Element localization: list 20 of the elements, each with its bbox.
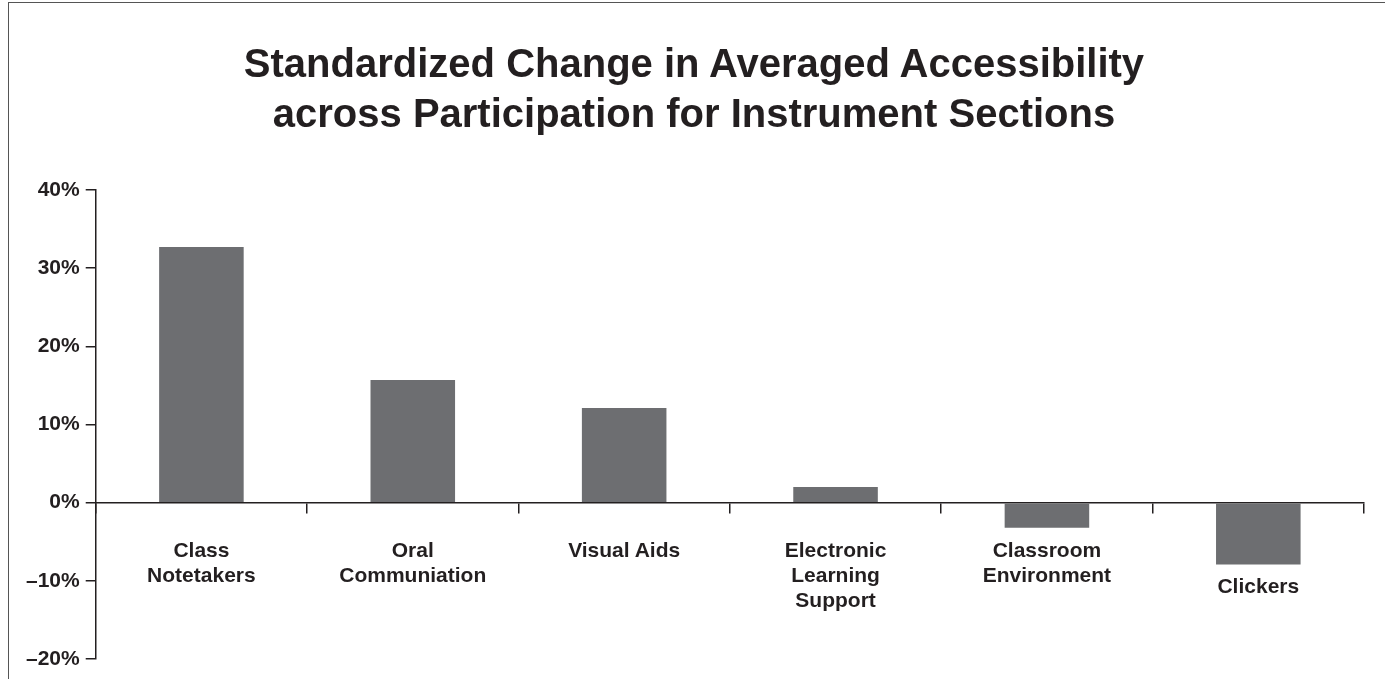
y-tick-label: 20% <box>37 333 81 357</box>
y-tick-label: –10% <box>25 567 81 591</box>
x-tick-label: Oral Communiation <box>339 537 487 586</box>
x-tick-label: Class Notetakers <box>147 537 256 586</box>
x-tick-label: Visual Aids <box>568 537 681 561</box>
bar <box>1216 503 1301 565</box>
bar <box>581 408 667 502</box>
y-tick-label: 30% <box>37 254 81 278</box>
bar <box>1004 503 1090 528</box>
y-tick-label: –20% <box>25 645 81 669</box>
bar <box>793 487 878 502</box>
bar <box>159 247 244 502</box>
y-tick-label: 40% <box>37 176 81 200</box>
y-tick-label: 0% <box>49 489 81 513</box>
x-tick-label: Clickers <box>1217 573 1300 597</box>
chart-title: Standardized Change in Averaged Accessibility across Participation for Instrument Sections <box>242 40 1146 137</box>
y-tick-label: 10% <box>37 411 81 435</box>
x-tick-label: Classroom Environment <box>982 537 1112 586</box>
x-tick-label: Electronic Learning Support <box>784 537 887 611</box>
bar <box>370 379 456 502</box>
